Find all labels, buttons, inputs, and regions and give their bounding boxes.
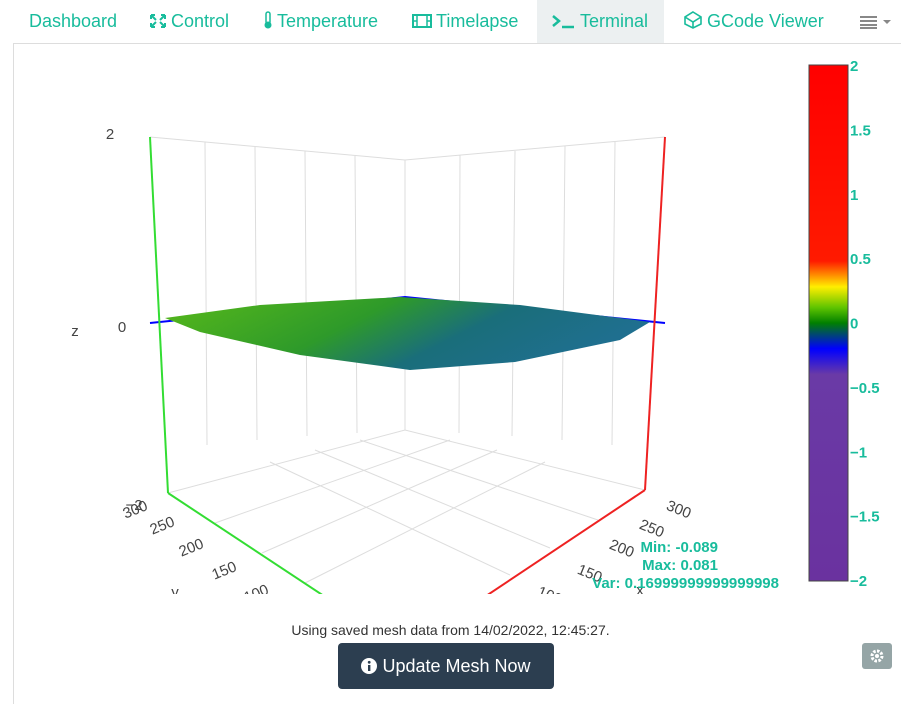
x-tick-label: 250 bbox=[637, 516, 667, 541]
axis-line bbox=[487, 489, 646, 594]
colorbar-tick-label: −1 bbox=[850, 444, 867, 461]
colorbar-tick-label: −1.5 bbox=[850, 509, 880, 526]
y-axis-title: y bbox=[171, 584, 179, 601]
tab-label: Control bbox=[171, 11, 230, 31]
colorbar-tick-label: 1.5 bbox=[850, 122, 871, 139]
stat-var: Var: 0.16999999999999998 bbox=[592, 575, 779, 592]
tab-label: Dashboard bbox=[29, 11, 118, 31]
x-tick-label: 300 bbox=[664, 497, 694, 522]
icon bbox=[412, 14, 432, 28]
z-tick-label: 2 bbox=[106, 126, 114, 143]
axis-line bbox=[149, 136, 169, 494]
tab-label: GCode Viewer bbox=[707, 11, 824, 31]
icon bbox=[684, 11, 702, 29]
icon bbox=[870, 649, 884, 663]
menu-toggle[interactable] bbox=[845, 0, 901, 43]
tab[interactable]: GCode Viewer bbox=[668, 0, 839, 43]
grid bbox=[149, 136, 666, 584]
settings-button[interactable] bbox=[862, 643, 892, 669]
y-tick-label: 100 bbox=[242, 581, 272, 606]
tab-label: Terminal bbox=[580, 11, 649, 31]
axis-line bbox=[644, 136, 666, 491]
x-tick-label: 200 bbox=[607, 536, 637, 561]
stats: Min: -0.089 Max: 0.081 Var: 0.1699999999… bbox=[592, 539, 779, 592]
colorbar bbox=[808, 64, 849, 582]
button-label: Update Mesh Now bbox=[382, 656, 531, 676]
tab[interactable]: Control bbox=[134, 0, 244, 43]
colorbar-tick-label: 2 bbox=[850, 58, 858, 75]
colorbar-tick-label: 0 bbox=[850, 316, 858, 333]
tab[interactable]: Timelapse bbox=[397, 0, 533, 43]
y-tick-label: 250 bbox=[148, 513, 178, 538]
tab-label: Temperature bbox=[277, 11, 379, 31]
colorbar-tick-label: −2 bbox=[850, 573, 867, 590]
update-mesh-button[interactable]: Update Mesh Now bbox=[338, 643, 554, 689]
tab[interactable]: Temperature bbox=[248, 0, 393, 43]
colorbar-tick-label: 1 bbox=[850, 187, 858, 204]
status-text: Using saved mesh data from 14/02/2022, 1… bbox=[291, 622, 610, 638]
x-axis-title: x bbox=[636, 582, 644, 599]
icon bbox=[552, 15, 574, 29]
stat-max: Max: 0.081 bbox=[642, 557, 718, 574]
y-tick-label: 150 bbox=[210, 558, 240, 583]
colorbar-tick-label: −0.5 bbox=[850, 380, 880, 397]
tab-label: Timelapse bbox=[436, 11, 519, 31]
axis-line bbox=[167, 492, 323, 594]
icon bbox=[264, 11, 272, 29]
z-tick-label: 0 bbox=[118, 319, 126, 336]
z-axis-title: z bbox=[71, 323, 79, 340]
x-tick-label: 100 bbox=[535, 583, 565, 608]
icon bbox=[860, 16, 891, 29]
y-tick-label: 200 bbox=[177, 535, 207, 560]
colorbar-tick-label: 0.5 bbox=[850, 251, 871, 268]
tab-bar: Dashboard Control Temperature Timelapse … bbox=[0, 0, 901, 43]
tab[interactable]: Dashboard bbox=[14, 0, 132, 43]
panel bbox=[13, 43, 901, 704]
z-tick-label: −2 bbox=[125, 497, 142, 514]
icon bbox=[361, 658, 378, 674]
icon bbox=[150, 14, 166, 28]
tab[interactable]: Terminal bbox=[537, 0, 664, 43]
stat-min: Min: -0.089 bbox=[640, 539, 718, 556]
mesh-surface bbox=[165, 297, 650, 370]
